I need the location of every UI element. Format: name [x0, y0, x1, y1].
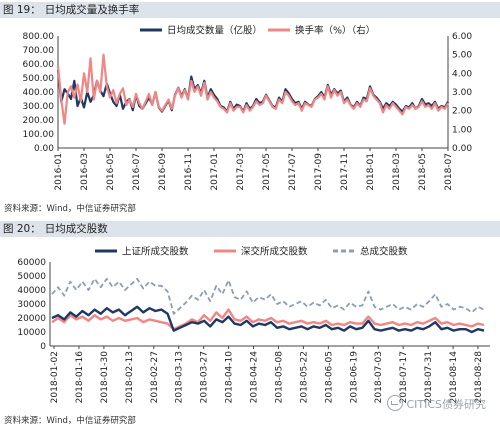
legend-label-volume: 日均成交数量（亿股）	[167, 25, 262, 37]
x-tick-label: 2018-07	[444, 153, 454, 191]
x-tick-label: 2018-07-31	[424, 351, 434, 403]
x-tick-label: 2018-04-10	[225, 351, 235, 404]
figure-20-source: 资料来源：Wind，中信证券研究部	[4, 416, 136, 426]
y-tick-label: 20000	[17, 314, 46, 324]
x-tick-label: 2018-07-17	[399, 351, 409, 403]
x-tick-label: 2018-02-13	[125, 351, 135, 403]
x-tick-label: 2016-07	[132, 153, 142, 191]
series-shanghai-line	[51, 305, 485, 334]
y-right-tick-label: 3.00	[452, 88, 472, 98]
y-tick-label: 50000	[17, 272, 46, 282]
y-left-tick-label: 0.00	[34, 144, 54, 154]
legend-label-turnover: 换手率（%）（右）	[295, 25, 375, 37]
y-left-tick-label: 600.00	[23, 60, 55, 70]
legend-label-shenzhen: 深交所成交股数	[241, 246, 308, 258]
x-tick-label: 2018-05-08	[274, 351, 284, 404]
x-tick-label: 2018-06-19	[349, 351, 359, 404]
x-tick-label: 2018-05-22	[299, 351, 309, 403]
x-tick-label: 2018-08-28	[474, 351, 484, 404]
y-left-tick-label: 400.00	[23, 88, 55, 98]
series-total-line	[51, 277, 485, 315]
watermark: CITICS债券研究	[387, 395, 486, 412]
x-tick-label: 2018-04-24	[250, 351, 260, 404]
figure-19-source: 资料来源：Wind，中信证券研究部	[4, 204, 136, 214]
x-tick-label: 2017-05	[262, 153, 272, 191]
turnover-line-chart: 0.00 100.00 200.00 300.00 400.00 500.00 600.00…	[23, 25, 473, 191]
x-tick-label: 2018-01-30	[100, 351, 110, 404]
y-tick-label: 40000	[17, 286, 46, 296]
x-tick-label: 2018-07-03	[374, 351, 384, 403]
x-tick-label: 2018-03	[392, 153, 402, 191]
y-right-tick-label: 0.00	[452, 144, 472, 154]
y-left-tick-label: 500.00	[23, 74, 55, 84]
figure-20-title-bar: 图 20： 日均成交股数	[0, 221, 500, 237]
x-tick-label: 2017-01	[210, 153, 220, 191]
x-tick-label: 2018-02-27	[150, 351, 160, 403]
figure-20-title: 日均成交股数	[44, 223, 108, 235]
y-tick-label: 30000	[17, 300, 46, 310]
x-tick-label: 2016-11	[184, 153, 194, 191]
x-tick-label: 2018-08-14	[449, 351, 459, 404]
wechat-icon	[387, 395, 404, 411]
legend-label-total: 总成交股数	[360, 246, 408, 258]
y-tick-label: 10000	[17, 328, 46, 338]
y-tick-label: 60000	[17, 258, 46, 268]
series-shenzhen-line	[51, 308, 485, 331]
y-right-tick-label: 1.00	[452, 125, 472, 135]
y-left-tick-label: 800.00	[23, 32, 55, 42]
y-right-tick-label: 2.00	[452, 107, 472, 117]
x-tick-label: 2016-09	[158, 153, 168, 191]
y-left-tick-label: 200.00	[23, 116, 55, 126]
x-tick-label: 2017-03	[236, 153, 246, 191]
y-tick-label: 0	[40, 342, 46, 352]
x-tick-label: 2018-06-05	[324, 351, 334, 403]
y-left-tick-label: 300.00	[23, 102, 55, 112]
y-left-tick-label: 100.00	[23, 130, 55, 140]
x-tick-label: 2017-09	[314, 153, 324, 191]
legend-label-shanghai: 上证所成交股数	[122, 246, 189, 258]
figure-20-number: 图 20：	[3, 223, 41, 235]
figure-19-number: 图 19：	[3, 4, 41, 16]
x-tick-label: 2016-05	[106, 153, 116, 191]
x-tick-label: 2018-01-02	[50, 351, 60, 403]
x-tick-label: 2016-01	[54, 153, 64, 191]
x-tick-label: 2018-01	[366, 153, 376, 191]
x-tick-label: 2016-03	[80, 153, 90, 191]
y-right-tick-label: 4.00	[452, 69, 472, 79]
series-turnover-line	[56, 53, 449, 125]
x-tick-label: 2018-01-16	[75, 351, 85, 404]
figure-19-title-bar: 图 19： 日均成交量及换手率	[0, 2, 500, 18]
x-tick-label: 2017-11	[340, 153, 350, 191]
figure-19-title: 日均成交量及换手率	[44, 4, 140, 16]
y-right-tick-label: 6.00	[452, 32, 472, 42]
x-tick-label: 2018-05	[418, 153, 428, 191]
y-right-tick-label: 5.00	[452, 51, 472, 61]
share-volume-line-chart: 0 10000 20000 30000 40000 50000 60000 2018-01-0…	[17, 246, 490, 404]
watermark-text: CITICS债券研究	[406, 398, 486, 411]
y-left-tick-label: 700.00	[23, 46, 55, 56]
x-tick-label: 2017-07	[288, 153, 298, 191]
x-tick-label: 2018-03-27	[200, 351, 210, 403]
x-tick-label: 2018-03-13	[175, 351, 185, 403]
